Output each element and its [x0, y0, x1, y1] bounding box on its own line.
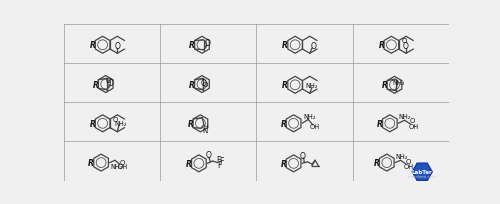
Text: lookchem.com: lookchem.com: [408, 174, 436, 178]
Text: OH: OH: [408, 124, 419, 130]
Text: NH₂: NH₂: [398, 114, 410, 120]
Text: O: O: [310, 42, 316, 51]
Text: O: O: [406, 158, 411, 164]
Text: R: R: [88, 158, 94, 167]
Text: O: O: [401, 38, 406, 44]
Text: NH₂: NH₂: [114, 121, 126, 127]
Text: NH₂: NH₂: [395, 154, 407, 160]
Text: R: R: [280, 159, 286, 168]
Polygon shape: [412, 163, 432, 181]
Text: N: N: [202, 127, 207, 133]
Text: R: R: [377, 119, 383, 128]
Text: H: H: [203, 124, 208, 129]
Text: R: R: [374, 158, 380, 167]
Text: NH₂: NH₂: [304, 114, 316, 120]
Text: O: O: [114, 42, 120, 51]
Text: OH: OH: [118, 164, 128, 170]
Text: NH₂: NH₂: [306, 82, 318, 88]
Text: F: F: [218, 160, 222, 169]
Text: LabTer: LabTer: [412, 169, 432, 174]
Text: R: R: [378, 41, 384, 50]
Text: R: R: [90, 41, 96, 50]
Text: R: R: [90, 119, 96, 128]
Text: O: O: [106, 78, 111, 83]
Text: R: R: [280, 119, 286, 128]
Text: OH: OH: [404, 164, 413, 170]
Text: R: R: [282, 81, 288, 90]
Text: O: O: [119, 159, 124, 165]
Text: R: R: [93, 80, 98, 89]
Text: R: R: [188, 119, 194, 128]
Text: O: O: [205, 151, 211, 160]
Text: OH: OH: [310, 124, 320, 130]
Text: NH₂: NH₂: [392, 80, 405, 86]
Text: NH₂: NH₂: [110, 164, 122, 170]
Text: O: O: [108, 79, 114, 88]
Text: R: R: [382, 81, 388, 90]
Text: R: R: [189, 80, 195, 89]
Text: O: O: [200, 78, 206, 87]
Text: O: O: [300, 151, 306, 160]
Text: O: O: [205, 39, 210, 48]
Text: R: R: [282, 41, 288, 50]
Text: F: F: [216, 155, 221, 164]
Text: O: O: [112, 116, 118, 122]
Text: R: R: [186, 159, 192, 168]
Text: O: O: [403, 42, 409, 51]
Text: R: R: [189, 41, 195, 50]
Text: O: O: [202, 82, 208, 88]
Text: O: O: [410, 118, 415, 124]
Text: F: F: [219, 156, 224, 165]
